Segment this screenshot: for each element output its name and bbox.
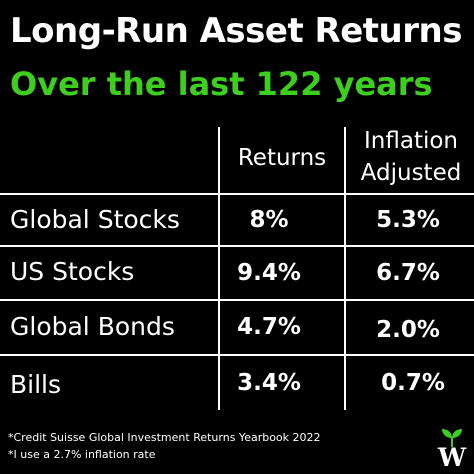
row-label: US Stocks: [10, 257, 135, 286]
column-header-returns: Returns: [222, 142, 342, 174]
page-title: Long-Run Asset Returns: [10, 11, 462, 51]
row-divider-1: [0, 245, 474, 247]
footnote-inflation-rate: *I use a 2.7% inflation rate: [8, 448, 156, 461]
page-subtitle: Over the last 122 years: [10, 65, 433, 103]
column-header-returns-line-1: Returns: [237, 145, 327, 171]
row-label: Global Stocks: [10, 205, 180, 234]
row-divider-header: [0, 193, 474, 195]
row-divider-3: [0, 354, 474, 356]
inflation-adjusted-value: 6.7%: [376, 260, 440, 286]
logo-letter: W: [437, 443, 467, 472]
column-divider-2: [344, 127, 346, 410]
inflation-adjusted-value: 2.0%: [376, 317, 440, 343]
column-header-inflation-adjusted: Inflation Adjusted: [348, 125, 474, 189]
returns-value: 8%: [249, 207, 289, 233]
returns-value: 9.4%: [237, 260, 301, 286]
row-label: Global Bonds: [10, 312, 175, 341]
footnote-source: *Credit Suisse Global Investment Returns…: [8, 431, 321, 444]
brand-logo: W: [434, 428, 470, 470]
row-label: Bills: [10, 370, 62, 399]
column-divider-1: [218, 127, 220, 410]
sprout-icon: [442, 429, 462, 447]
inflation-adjusted-value: 0.7%: [381, 370, 445, 396]
returns-value: 4.7%: [237, 314, 301, 340]
column-header-inflation-adjusted-line-1: Inflation: [364, 128, 458, 154]
column-header-inflation-adjusted-line-2: Adjusted: [360, 160, 462, 186]
returns-value: 3.4%: [237, 370, 301, 396]
inflation-adjusted-value: 5.3%: [376, 207, 440, 233]
row-divider-2: [0, 299, 474, 301]
